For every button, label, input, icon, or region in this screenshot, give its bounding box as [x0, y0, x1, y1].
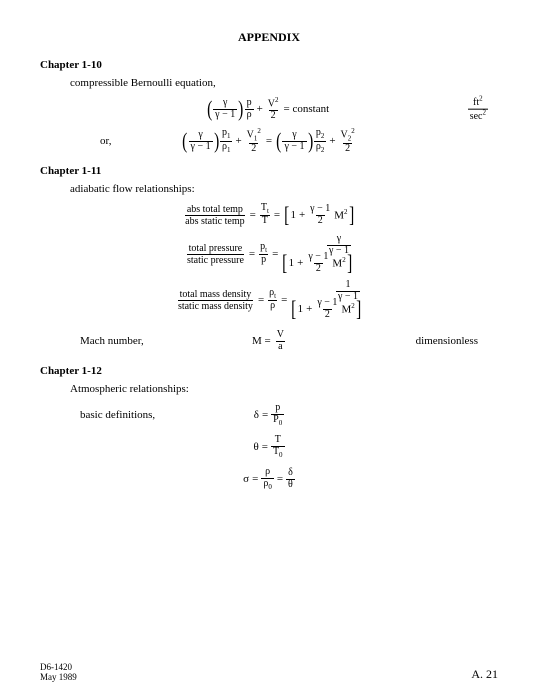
chapter-1-10-heading: Chapter 1-10	[40, 59, 498, 71]
chapter-1-10-desc: compressible Bernoulli equation,	[70, 77, 498, 89]
doc-number: D6-1420	[40, 662, 77, 672]
eq-pressure-ratio: total pressure static pressure = pt p = …	[40, 233, 498, 275]
eq-mach: Mach number, M = Va dimensionless	[40, 327, 498, 355]
eq-temp-ratio: abs total temp abs static temp = Tt T = …	[40, 201, 498, 229]
eq-bernoulli-2: or, ( γγ − 1 ) p1 ρ1 + V12 2 = ( γγ − 1 …	[40, 127, 498, 155]
chapter-1-11-desc: adiabatic flow relationships:	[70, 183, 498, 195]
page-title: APPENDIX	[40, 30, 498, 45]
footer-left: D6-1420 May 1989	[40, 662, 77, 682]
eq-delta: basic definitions, δ= p P0	[40, 401, 498, 429]
eq-density-ratio: total mass density static mass density =…	[40, 279, 498, 321]
eq-constant-text: = constant	[284, 103, 330, 115]
eq-sigma: σ= ρ ρ0 = δ θ	[40, 465, 498, 493]
chapter-1-11-heading: Chapter 1-11	[40, 165, 498, 177]
mach-label: Mach number,	[80, 335, 144, 347]
eq-theta: θ= T T0	[40, 433, 498, 461]
or-label: or,	[100, 135, 111, 147]
basic-def-label: basic definitions,	[80, 409, 155, 421]
page-number: A. 21	[471, 667, 498, 682]
chapter-1-12-desc: Atmospheric relationships:	[70, 383, 498, 395]
page-footer: D6-1420 May 1989 A. 21	[40, 662, 498, 682]
chapter-1-12-heading: Chapter 1-12	[40, 365, 498, 377]
dimless-label: dimensionless	[416, 335, 478, 347]
eq-bernoulli-1: ( γγ − 1 ) pρ + V22 = constant ft2 sec2	[40, 95, 498, 123]
unit-ft2-sec2: ft2 sec2	[468, 96, 488, 123]
doc-date: May 1989	[40, 672, 77, 682]
